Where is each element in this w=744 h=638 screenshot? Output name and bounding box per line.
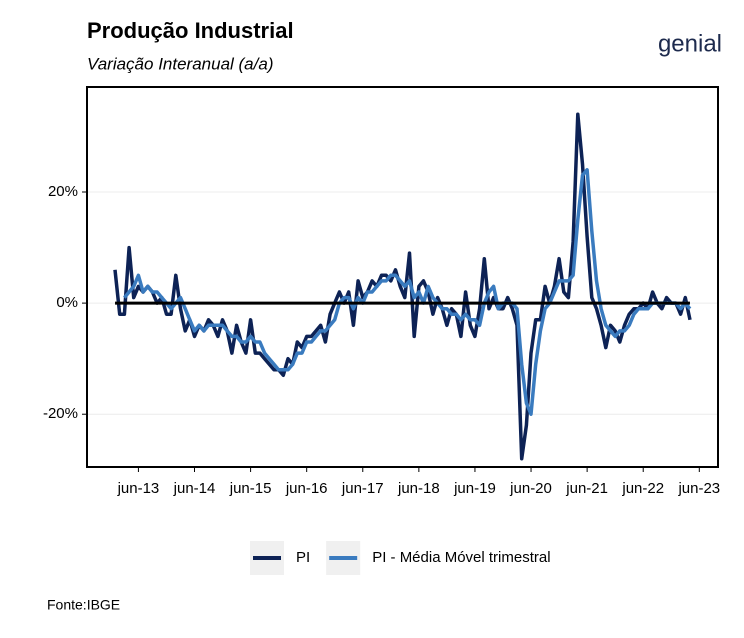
chart-title: Produção Industrial (87, 18, 294, 43)
logo: genial (658, 30, 722, 57)
y-tick-label: 0% (56, 294, 78, 311)
x-tick-label: jun-17 (341, 480, 384, 497)
series-line (123, 168, 692, 416)
x-tick-label: jun-15 (229, 480, 272, 497)
series-line (113, 112, 692, 461)
x-tick-label: jun-19 (453, 480, 496, 497)
x-tick-label: jun-14 (173, 480, 216, 497)
x-tick-label: jun-18 (397, 480, 440, 497)
x-tick-label: jun-13 (117, 480, 160, 497)
x-tick-label: jun-20 (509, 480, 552, 497)
x-tick-label: jun-16 (285, 480, 328, 497)
legend-label: PI - Média Móvel trimestral (372, 549, 550, 566)
y-tick-label: 20% (48, 183, 78, 200)
plot-frame (86, 86, 719, 468)
x-tick-label: jun-21 (565, 480, 608, 497)
chart-subtitle: Variação Interanual (a/a) (87, 54, 273, 73)
source-note: Fonte:IBGE (47, 597, 120, 613)
x-tick-label: jun-23 (677, 480, 720, 497)
y-tick-label: -20% (43, 405, 78, 422)
legend-label: PI (296, 549, 310, 566)
x-tick-label: jun-22 (621, 480, 664, 497)
